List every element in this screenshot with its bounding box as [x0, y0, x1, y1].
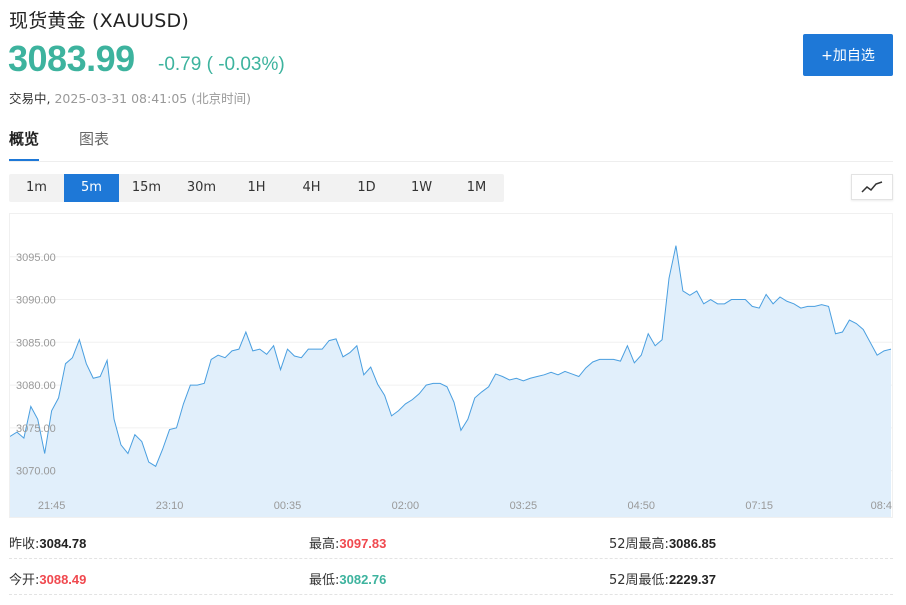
- y-tick-label: 3095.00: [16, 252, 56, 264]
- stats-row: 昨收:3084.78 最高:3097.83 52周最高:3086.85: [9, 523, 893, 559]
- timestamp: 2025-03-31 08:41:05 (北京时间): [54, 91, 251, 106]
- y-tick-label: 3090.00: [16, 295, 56, 307]
- main-tabs: 概览 图表: [9, 128, 149, 161]
- stat-label: 52周最高:: [609, 537, 669, 552]
- current-price: 3083.99: [8, 38, 135, 79]
- interval-4h[interactable]: 4H: [302, 180, 321, 195]
- stat-value: 2229.37: [668, 572, 716, 587]
- price-line: [9, 245, 892, 468]
- interval-selector: 1m 5m 15m 30m 1H 4H 1D 1W 1M: [9, 174, 504, 202]
- stat-low-52w: 52周最低:2229.37: [609, 569, 716, 588]
- x-tick-label: 02:00: [392, 500, 420, 512]
- interval-5m[interactable]: 5m: [64, 174, 119, 202]
- interval-1h[interactable]: 1H: [247, 180, 266, 195]
- x-tick-label: 03:25: [510, 500, 538, 512]
- stat-value: 3097.83: [339, 536, 387, 551]
- stat-low: 最低:3082.76: [309, 569, 386, 588]
- page-title: 现货黄金 (XAUUSD): [9, 10, 189, 32]
- x-tick-label: 07:15: [745, 500, 773, 512]
- stats-row: 今开:3088.49 最低:3082.76 52周最低:2229.37: [9, 559, 893, 595]
- x-tick-label: 23:10: [156, 500, 184, 512]
- trade-status: 交易中, 2025-03-31 08:41:05 (北京时间): [9, 88, 251, 107]
- interval-1mo[interactable]: 1M: [466, 180, 487, 195]
- chart-type-button[interactable]: [851, 174, 893, 200]
- stat-high-52w: 52周最高:3086.85: [609, 533, 716, 552]
- tab-overview[interactable]: 概览: [9, 128, 40, 161]
- stat-label: 最高:: [309, 537, 340, 552]
- stat-value: 3082.76: [339, 572, 387, 587]
- y-tick-label: 3085.00: [16, 337, 56, 349]
- x-tick-label: 00:35: [274, 500, 302, 512]
- interval-15m[interactable]: 15m: [131, 180, 162, 195]
- y-tick-label: 3080.00: [16, 380, 56, 392]
- stats-table: 昨收:3084.78 最高:3097.83 52周最高:3086.85 今开:3…: [9, 523, 893, 595]
- x-tick-label: 08:4: [871, 500, 892, 512]
- price-change: -0.79 ( -0.03%): [158, 54, 285, 75]
- x-tick-label: 21:45: [38, 500, 66, 512]
- stat-high: 最高:3097.83: [309, 533, 386, 552]
- stat-value: 3088.49: [39, 572, 87, 587]
- stat-value: 3086.85: [668, 536, 716, 551]
- stat-label: 最低:: [309, 573, 340, 588]
- interval-1w[interactable]: 1W: [410, 180, 433, 195]
- stat-value: 3084.78: [39, 536, 87, 551]
- price-chart[interactable]: 3095.00 3090.00 3085.00 3080.00 3075.00 3070.…: [9, 213, 893, 518]
- tab-chart[interactable]: 图表: [79, 130, 110, 148]
- stat-label: 昨收:: [9, 537, 40, 552]
- y-tick-label: 3075.00: [16, 423, 56, 435]
- stat-label: 今开:: [9, 573, 40, 588]
- x-tick-label: 04:50: [628, 500, 656, 512]
- stat-label: 52周最低:: [609, 573, 669, 588]
- interval-30m[interactable]: 30m: [186, 180, 217, 195]
- trade-state: 交易中,: [9, 91, 51, 106]
- interval-1d[interactable]: 1D: [357, 180, 376, 195]
- tabs-divider: [9, 161, 893, 162]
- line-chart-icon: [861, 181, 883, 193]
- stat-prev-close: 昨收:3084.78: [9, 533, 86, 552]
- interval-1m[interactable]: 1m: [26, 180, 47, 195]
- y-tick-label: 3070.00: [16, 466, 56, 478]
- price-chart-svg: 3095.00 3090.00 3085.00 3080.00 3075.00 3070.…: [9, 245, 892, 517]
- add-watchlist-button[interactable]: +加自选: [803, 34, 893, 76]
- stat-open: 今开:3088.49: [9, 569, 86, 588]
- price-area: [10, 245, 891, 517]
